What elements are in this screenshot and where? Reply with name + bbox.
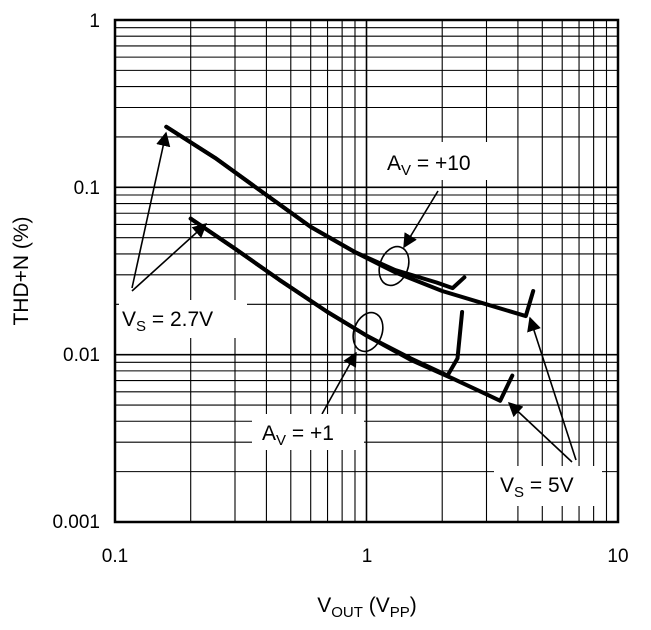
grid bbox=[114, 20, 618, 523]
series-line bbox=[164, 124, 536, 319]
y-axis-label: THD+N (%) bbox=[10, 216, 33, 325]
av1-label: AV = +1 bbox=[262, 422, 334, 449]
plot-frame bbox=[113, 18, 620, 524]
av10-label-bg bbox=[383, 142, 489, 180]
series-line bbox=[188, 216, 465, 378]
vs27-label-bg bbox=[119, 300, 247, 338]
av10-label: AV = +10 bbox=[387, 152, 471, 179]
x-tick-label: 0.1 bbox=[102, 546, 128, 567]
annotations: AV = +10 AV = +1 VS = 2.7V VS = 5V bbox=[119, 131, 602, 506]
y-tick-label: 1 bbox=[89, 11, 100, 32]
y-tick-label: 0.1 bbox=[74, 178, 100, 199]
y-tick-label: 0.01 bbox=[63, 345, 100, 366]
vs27-arrow-lower bbox=[131, 223, 208, 292]
tick-labels: 0.1 1 10 1 0.1 0.01 0.001 bbox=[52, 11, 628, 567]
x-tick-label: 1 bbox=[362, 546, 373, 567]
series-layer bbox=[164, 124, 536, 403]
av1-marker-ellipse bbox=[352, 311, 384, 353]
vs27-arrow-upper bbox=[131, 131, 171, 289]
av1-arrow bbox=[321, 351, 357, 415]
y-tick-label: 0.001 bbox=[52, 512, 100, 533]
av10-marker-ellipse bbox=[378, 245, 410, 287]
av10-arrow bbox=[403, 190, 439, 249]
vs27-label: VS = 2.7V bbox=[122, 308, 213, 335]
vs5-arrow-upper bbox=[527, 316, 577, 461]
vs5-label-bg bbox=[494, 466, 602, 506]
x-tick-label: 10 bbox=[607, 546, 628, 567]
av1-label-bg bbox=[252, 414, 364, 450]
vs5-label: VS = 5V bbox=[500, 474, 574, 501]
vs5-arrow-lower bbox=[507, 402, 573, 463]
x-axis-label: VOUT (VPP) bbox=[317, 594, 417, 621]
series-line bbox=[188, 216, 515, 403]
